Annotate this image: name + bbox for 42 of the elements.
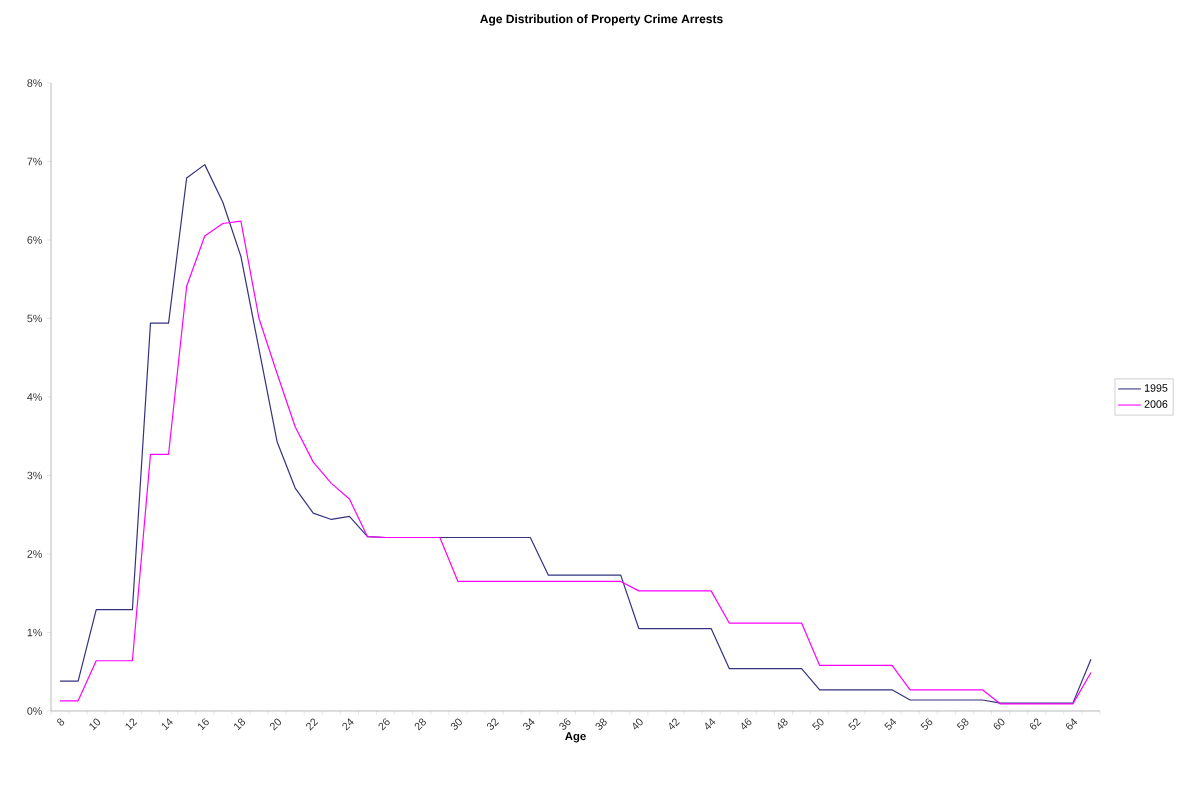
x-tick-label: 18 xyxy=(234,718,246,731)
x-tick-label: 16 xyxy=(198,718,209,731)
y-tick-label: 3% xyxy=(27,471,42,480)
y-tick-label: 1% xyxy=(27,628,42,637)
x-tick-label: 34 xyxy=(523,718,535,730)
x-tick-label: 60 xyxy=(993,718,1005,730)
y-tick-label: 8% xyxy=(27,79,42,87)
y-tick-label: 4% xyxy=(27,393,42,401)
x-tick-label: 56 xyxy=(920,718,933,730)
y-tick-label: 2% xyxy=(27,550,42,558)
x-axis-title: Age xyxy=(565,732,586,743)
x-tick-label: 24 xyxy=(342,718,354,731)
legend-label: 1995 xyxy=(1144,384,1168,392)
x-tick-label: 48 xyxy=(777,718,788,730)
x-tick-label: 30 xyxy=(450,718,462,730)
x-tick-label: 26 xyxy=(378,718,390,731)
x-tick-label: 20 xyxy=(270,718,282,731)
chart-title: Age Distribution of Property Crime Arrests xyxy=(480,14,723,26)
x-tick-label: 32 xyxy=(486,718,499,730)
legend-label: 2006 xyxy=(1144,400,1168,408)
x-tick-label: 44 xyxy=(705,718,716,730)
x-tick-label: 42 xyxy=(669,718,680,730)
y-tick-label: 7% xyxy=(27,157,42,166)
x-tick-label: 58 xyxy=(956,718,969,730)
y-tick-label: 5% xyxy=(27,314,42,323)
x-tick-label: 52 xyxy=(848,718,861,730)
x-tick-label: 22 xyxy=(306,718,319,731)
x-tick-label: 12 xyxy=(125,718,138,731)
x-tick-label: 14 xyxy=(161,718,173,731)
x-tick-label: 46 xyxy=(741,718,752,730)
x-tick-label: 54 xyxy=(884,718,897,730)
x-tick-label: 50 xyxy=(811,718,824,730)
x-tick-label: 64 xyxy=(1066,718,1078,730)
x-tick-label: 28 xyxy=(414,718,426,731)
x-tick-label: 36 xyxy=(559,718,571,730)
y-tick-label: 0% xyxy=(27,707,42,715)
x-tick-label: 38 xyxy=(595,718,607,730)
x-tick-label: 62 xyxy=(1029,718,1042,730)
x-tick-label: 10 xyxy=(89,718,101,731)
y-tick-label: 6% xyxy=(27,236,42,244)
x-tick-label: 40 xyxy=(633,718,643,730)
x-tick-label: 8 xyxy=(57,718,65,726)
